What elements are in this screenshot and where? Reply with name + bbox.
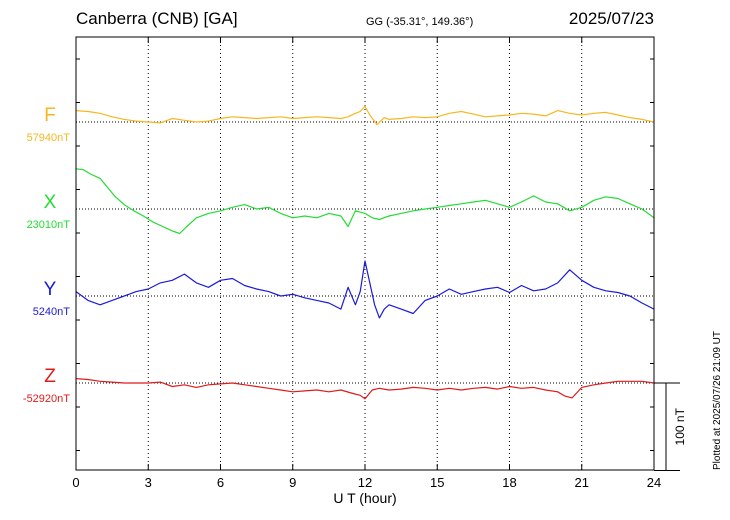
x-tick-label: 12 — [358, 475, 372, 490]
series-baseline-y: 5240nT — [33, 306, 71, 318]
series-name-f: F — [44, 105, 56, 126]
x-tick-label: 9 — [289, 475, 296, 490]
x-tick-label: 0 — [72, 475, 79, 490]
series-baseline-z: -52920nT — [23, 393, 70, 405]
series-line-x — [75, 168, 655, 235]
series-line-f — [75, 105, 655, 126]
date-label: 2025/07/23 — [568, 9, 654, 28]
scale-bar: 100 nT — [654, 382, 687, 471]
grid-lines — [147, 37, 583, 470]
series-name-z: Z — [44, 366, 56, 387]
station-title: Canberra (CNB) [GA] — [76, 9, 238, 28]
series-baseline-x: 23010nT — [27, 219, 71, 231]
series-name-y: Y — [44, 279, 57, 300]
x-tick-label: 6 — [217, 475, 224, 490]
x-tick-label: 18 — [502, 475, 516, 490]
x-tick-label: 15 — [430, 475, 444, 490]
series-baseline-f: 57940nT — [27, 132, 71, 144]
series-labels: F 57940nT X 23010nT Y 5240nT Z -52920nT — [23, 105, 70, 405]
x-tick-label: 3 — [145, 475, 152, 490]
x-axis-ticks: 0 3 6 9 12 15 18 21 24 — [72, 37, 661, 490]
baseline-group — [76, 121, 654, 384]
series-line-z — [75, 378, 655, 400]
series-name-x: X — [44, 192, 57, 213]
series-line-y — [75, 260, 655, 319]
x-axis-label: U T (hour) — [333, 490, 396, 506]
x-tick-label: 21 — [575, 475, 589, 490]
scale-bar-label: 100 nT — [673, 407, 687, 445]
series-group — [75, 105, 655, 400]
x-tick-label: 24 — [647, 475, 661, 490]
coordinates-label: GG (-35.31°, 149.36°) — [366, 16, 474, 28]
